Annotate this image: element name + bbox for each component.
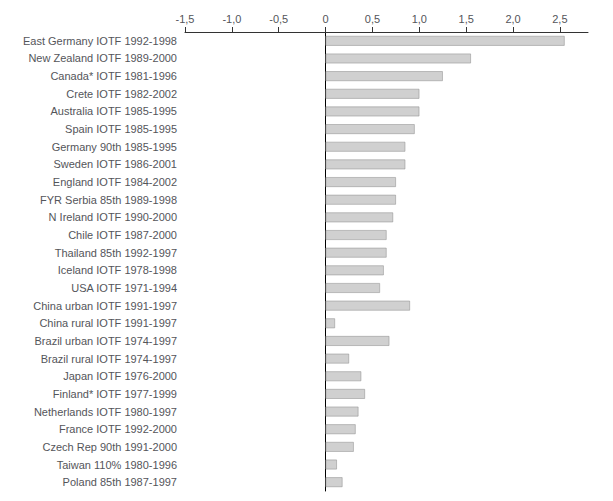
svg-text:1,0: 1,0 <box>412 13 427 25</box>
svg-text:France IOTF 1992-2000: France IOTF 1992-2000 <box>59 423 177 435</box>
svg-text:Netherlands IOTF 1980-1997: Netherlands IOTF 1980-1997 <box>34 406 177 418</box>
svg-text:Spain IOTF 1985-1995: Spain IOTF 1985-1995 <box>65 123 177 135</box>
svg-text:Crete IOTF 1982-2002: Crete IOTF 1982-2002 <box>66 88 177 100</box>
svg-text:N Ireland IOTF 1990-2000: N Ireland IOTF 1990-2000 <box>49 211 177 223</box>
svg-text:-1,0: -1,0 <box>222 13 241 25</box>
svg-text:-1,5: -1,5 <box>176 13 195 25</box>
svg-text:Germany 90th 1985-1995: Germany 90th 1985-1995 <box>52 141 177 153</box>
svg-text:Poland 85th 1987-1997: Poland 85th 1987-1997 <box>63 476 177 488</box>
svg-text:Australia IOTF 1985-1995: Australia IOTF 1985-1995 <box>50 105 177 117</box>
svg-text:0: 0 <box>323 13 329 25</box>
svg-text:Canada* IOTF 1981-1996: Canada* IOTF 1981-1996 <box>50 70 177 82</box>
svg-text:FYR Serbia 85th 1989-1998: FYR Serbia 85th 1989-1998 <box>40 194 177 206</box>
svg-text:Brazil urban IOTF 1974-1997: Brazil urban IOTF 1974-1997 <box>35 335 177 347</box>
svg-text:Sweden IOTF 1986-2001: Sweden IOTF 1986-2001 <box>53 158 177 170</box>
svg-text:2,0: 2,0 <box>505 13 520 25</box>
svg-text:East Germany IOTF 1992-1998: East Germany IOTF 1992-1998 <box>23 35 177 47</box>
svg-text:Brazil rural IOTF 1974-1997: Brazil rural IOTF 1974-1997 <box>41 353 177 365</box>
svg-text:England IOTF 1984-2002: England IOTF 1984-2002 <box>53 176 177 188</box>
svg-text:2,5: 2,5 <box>552 13 567 25</box>
svg-text:Finland* IOTF 1977-1999: Finland* IOTF 1977-1999 <box>53 388 177 400</box>
svg-text:1,5: 1,5 <box>459 13 474 25</box>
svg-text:Iceland IOTF 1978-1998: Iceland IOTF 1978-1998 <box>58 264 177 276</box>
svg-text:China rural IOTF 1991-1997: China rural IOTF 1991-1997 <box>39 317 177 329</box>
svg-text:Japan IOTF 1976-2000: Japan IOTF 1976-2000 <box>63 370 177 382</box>
svg-text:USA IOTF 1971-1994: USA IOTF 1971-1994 <box>71 282 177 294</box>
svg-text:New Zealand IOTF 1989-2000: New Zealand IOTF 1989-2000 <box>28 52 177 64</box>
svg-text:Thailand 85th 1992-1997: Thailand 85th 1992-1997 <box>55 247 177 259</box>
svg-text:Chile IOTF 1987-2000: Chile IOTF 1987-2000 <box>68 229 177 241</box>
svg-text:Taiwan 110% 1980-1996: Taiwan 110% 1980-1996 <box>57 459 177 471</box>
svg-text:Czech Rep 90th 1991-2000: Czech Rep 90th 1991-2000 <box>42 441 177 453</box>
svg-text:-0,5: -0,5 <box>269 13 288 25</box>
svg-text:China urban IOTF 1991-1997: China urban IOTF 1991-1997 <box>33 300 177 312</box>
svg-text:0,5: 0,5 <box>365 13 380 25</box>
